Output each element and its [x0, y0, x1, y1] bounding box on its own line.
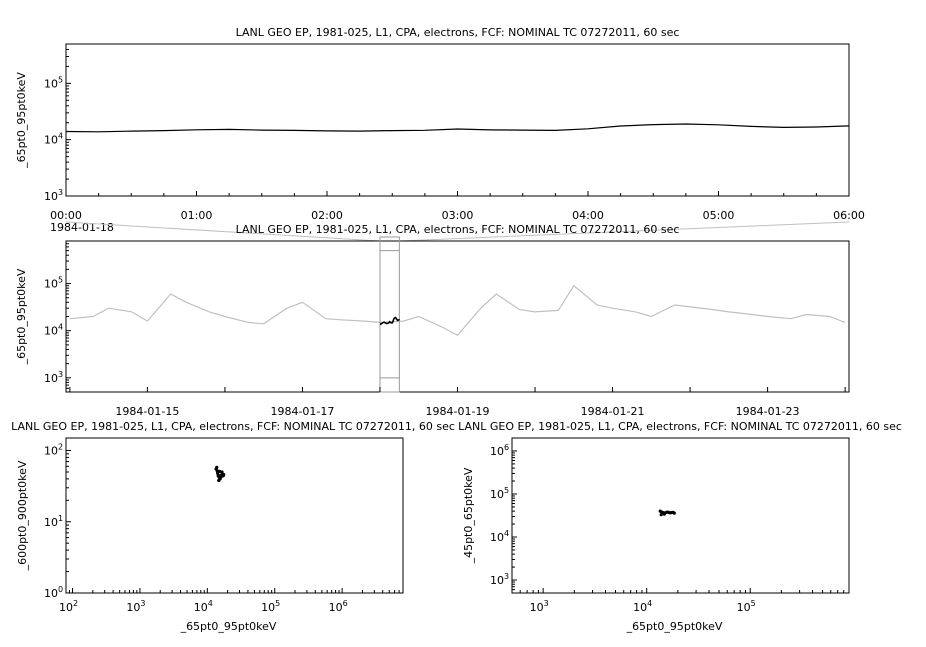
scatter-right-xtick-label-2: 105 — [737, 599, 756, 614]
timeseries-zoom-xtick-label-0: 00:00 — [50, 209, 82, 222]
timeseries-overview-ytick-label-2: 105 — [44, 276, 63, 291]
scatter-right-point — [662, 512, 666, 516]
timeseries-overview-xtick-label-2: 1984-01-19 — [426, 405, 490, 418]
timeseries-overview-ylabel: _65pt0_95pt0keV — [15, 268, 28, 365]
timeseries-overview-series — [69, 284, 846, 337]
scatter-left-point — [222, 473, 226, 477]
timeseries-zoom-xtick-label-4: 04:00 — [572, 209, 604, 222]
timeseries-overview-highlight — [379, 236, 400, 393]
timeseries-zoom-xtick-label-5: 05:00 — [703, 209, 735, 222]
scatter-right-ytick-label-2: 105 — [490, 486, 509, 501]
scatter-left-ytick-label-2: 102 — [44, 443, 63, 458]
timeseries-zoom-xtick-label-1: 01:00 — [181, 209, 213, 222]
timeseries-zoom-series — [65, 123, 850, 133]
scatter-right-xtick-label-0: 103 — [530, 599, 549, 614]
timeseries-overview-frame — [65, 240, 850, 393]
scatter-right-title: LANL GEO EP, 1981-025, L1, CPA, electron… — [458, 420, 902, 433]
scatter-left-panel: LANL GEO EP, 1981-025, L1, CPA, electron… — [11, 420, 455, 633]
scatter-left-point — [219, 475, 223, 479]
scatter-left-point — [217, 478, 221, 483]
scatter-right-xtick-label-1: 104 — [633, 599, 652, 614]
scatter-right-ytick-label-1: 104 — [490, 529, 509, 544]
timeseries-zoom-frame — [65, 43, 850, 197]
scatter-right-ylabel: _45pt0_65pt0keV — [462, 467, 475, 564]
scatter-left-point — [215, 469, 219, 473]
scatter-left-xtick-label-4: 106 — [329, 599, 348, 614]
timeseries-zoom-xtick-label-2: 02:00 — [311, 209, 343, 222]
scatter-left-xtick-label-2: 104 — [194, 599, 213, 614]
timeseries-overview-xtick-label-3: 1984-01-21 — [581, 405, 645, 418]
timeseries-overview-panel: LANL GEO EP, 1981-025, L1, CPA, electron… — [15, 221, 850, 418]
scatter-left-xtick-label-1: 103 — [126, 599, 145, 614]
scatter-right-panel: LANL GEO EP, 1981-025, L1, CPA, electron… — [458, 420, 902, 633]
scatter-right-frame — [511, 437, 850, 594]
timeseries-zoom-ytick-label-2: 105 — [44, 75, 63, 90]
scatter-left-ylabel: _600pt0_900pt0keV — [16, 460, 29, 571]
timeseries-zoom-ytick-label-1: 104 — [44, 132, 63, 147]
timeseries-zoom-ytick-label-0: 103 — [44, 188, 63, 203]
scatter-right-point — [659, 513, 663, 517]
scatter-left-ytick-label-1: 101 — [44, 514, 63, 529]
timeseries-overview-ytick-label-1: 104 — [44, 323, 63, 338]
timeseries-overview-xtick-label-1: 1984-01-17 — [270, 405, 334, 418]
scatter-right-point — [672, 511, 676, 515]
timeseries-overview-title: LANL GEO EP, 1981-025, L1, CPA, electron… — [236, 223, 680, 236]
timeseries-overview-xtick-label-0: 1984-01-15 — [115, 405, 179, 418]
scatter-left-point — [215, 465, 219, 469]
scatter-left-xtick-label-0: 102 — [59, 599, 78, 614]
timeseries-zoom-panel: LANL GEO EP, 1981-025, L1, CPA, electron… — [15, 26, 865, 234]
scatter-left-frame — [65, 437, 404, 594]
scatter-left-ytick-label-0: 100 — [44, 585, 63, 600]
timeseries-zoom-xtick-label-3: 03:00 — [442, 209, 474, 222]
scatter-left-point — [216, 474, 220, 478]
timeseries-overview-xtick-label-4: 1984-01-23 — [736, 405, 800, 418]
scatter-left-xtick-label-3: 105 — [261, 599, 280, 614]
timeseries-overview-highlight-series — [379, 316, 400, 326]
timeseries-zoom-title: LANL GEO EP, 1981-025, L1, CPA, electron… — [236, 26, 680, 39]
scatter-right-ytick-label-3: 106 — [490, 443, 509, 458]
zoom-connector-right — [399, 221, 850, 242]
timeseries-overview-ytick-label-0: 103 — [44, 370, 63, 385]
scatter-right-ytick-label-0: 103 — [490, 572, 509, 587]
scatter-right-xlabel: _65pt0_95pt0keV — [626, 620, 723, 633]
scatter-left-point — [218, 469, 222, 473]
zoom-connector-left — [65, 221, 381, 242]
timeseries-zoom-ylabel: _65pt0_95pt0keV — [15, 72, 28, 169]
timeseries-zoom-xtick-label-6: 06:00 — [833, 209, 865, 222]
scatter-left-title: LANL GEO EP, 1981-025, L1, CPA, electron… — [11, 420, 455, 433]
scatter-left-xlabel: _65pt0_95pt0keV — [180, 620, 277, 633]
